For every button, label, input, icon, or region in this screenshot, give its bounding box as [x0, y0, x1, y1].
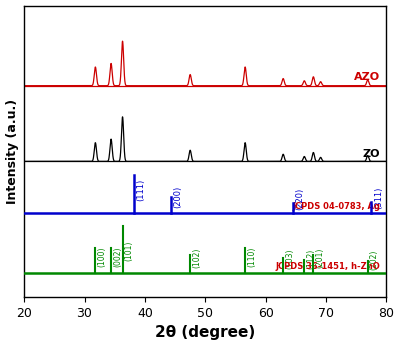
Text: (112): (112) — [306, 249, 315, 270]
Text: (101): (101) — [124, 240, 133, 261]
Text: JCPDS 36-1451, h-ZnO: JCPDS 36-1451, h-ZnO — [276, 262, 380, 271]
Text: (200): (200) — [173, 185, 182, 208]
Text: (002): (002) — [113, 246, 122, 267]
Text: (110): (110) — [247, 246, 256, 267]
Text: ZO: ZO — [363, 149, 380, 159]
Text: (220): (220) — [295, 188, 304, 210]
Text: (202): (202) — [370, 249, 378, 270]
Text: (103): (103) — [285, 248, 294, 269]
Text: AZO: AZO — [354, 72, 380, 82]
Y-axis label: Intensity (a.u.): Intensity (a.u.) — [6, 99, 18, 204]
Text: (201): (201) — [315, 248, 324, 268]
Text: (311): (311) — [374, 187, 383, 209]
Text: (111): (111) — [136, 179, 146, 201]
Text: (100): (100) — [97, 246, 106, 267]
X-axis label: 2θ (degree): 2θ (degree) — [155, 326, 256, 340]
Text: JCPDS 04-0783, Ag: JCPDS 04-0783, Ag — [292, 202, 380, 211]
Text: (102): (102) — [192, 248, 201, 268]
